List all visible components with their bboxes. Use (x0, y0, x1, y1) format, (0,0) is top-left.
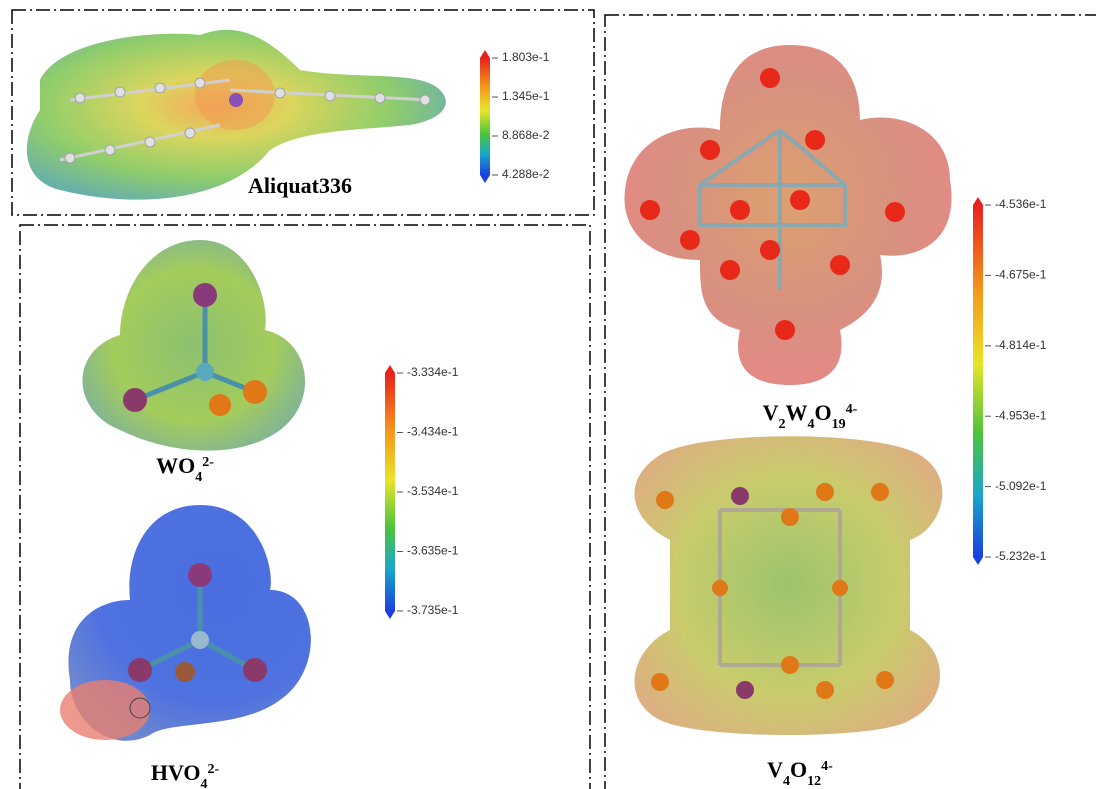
formula-part: HVO (151, 760, 201, 785)
molecule-label: HVO42- (151, 760, 220, 789)
colorbar (385, 373, 395, 611)
colorbar-tick-label: 8.868e-2 (502, 128, 550, 142)
colorbar-tick-label: 1.345e-1 (502, 89, 550, 103)
formula-part: Aliquat336 (248, 173, 352, 198)
formula-part: WO (156, 453, 195, 478)
colorbar-tick-label: -4.953e-1 (995, 408, 1047, 422)
colorbar-cap (480, 50, 490, 58)
colorbar (973, 205, 983, 557)
colorbar-cap (480, 175, 490, 183)
colorbar-tick-label: 4.288e-2 (502, 167, 550, 181)
colorbar-tick-label: -5.092e-1 (995, 479, 1047, 493)
colorbar (480, 58, 490, 175)
molecule-label: V4O124- (767, 757, 833, 789)
formula-part: V (763, 400, 779, 425)
colorbar-cap (973, 557, 983, 565)
formula-part: 4 (783, 774, 790, 789)
molecule-label: V2W4O194- (763, 400, 858, 432)
formula-part: O (790, 757, 807, 782)
formula-part: 4- (846, 402, 858, 417)
colorbar-tick-label: -3.534e-1 (407, 484, 459, 498)
formula-part: 4- (821, 759, 833, 774)
molecule-surface (624, 45, 951, 385)
molecule-surface (60, 505, 311, 741)
formula-part: 4 (808, 417, 815, 432)
molecule-surface (83, 240, 306, 451)
formula-part: W (786, 400, 808, 425)
formula-part: O (815, 400, 832, 425)
colorbar-tick-label: -3.735e-1 (407, 603, 459, 617)
colorbar-cap (973, 197, 983, 205)
formula-part: 4 (201, 777, 208, 789)
colorbar-tick-label: -5.232e-1 (995, 549, 1047, 563)
figure: Aliquat336 WO42- HVO42- V2W4O194- V4O124… (0, 0, 1096, 789)
colorbar-cap (385, 611, 395, 619)
colorbar-cap (385, 365, 395, 373)
colorbar-tick-label: -4.675e-1 (995, 268, 1047, 282)
colorbar-tick-label: -4.814e-1 (995, 338, 1047, 352)
colorbar-tick-label: -3.434e-1 (407, 425, 459, 439)
molecule-label: WO42- (156, 453, 214, 485)
colorbar-tick-label: -3.334e-1 (407, 365, 459, 379)
colorbar-tick-label: -4.536e-1 (995, 197, 1047, 211)
formula-part: 2- (202, 455, 214, 470)
formula-part: 4 (195, 470, 202, 485)
molecule-label: Aliquat336 (248, 173, 352, 198)
formula-part: 12 (807, 774, 821, 789)
molecule-surface (27, 30, 446, 200)
formula-part: 19 (832, 417, 846, 432)
molecule-surface (635, 436, 943, 735)
colorbar-tick-label: -3.635e-1 (407, 544, 459, 558)
colorbar-tick-label: 1.803e-1 (502, 50, 550, 64)
formula-part: 2- (208, 762, 220, 777)
formula-part: V (767, 757, 783, 782)
formula-part: 2 (779, 417, 786, 432)
